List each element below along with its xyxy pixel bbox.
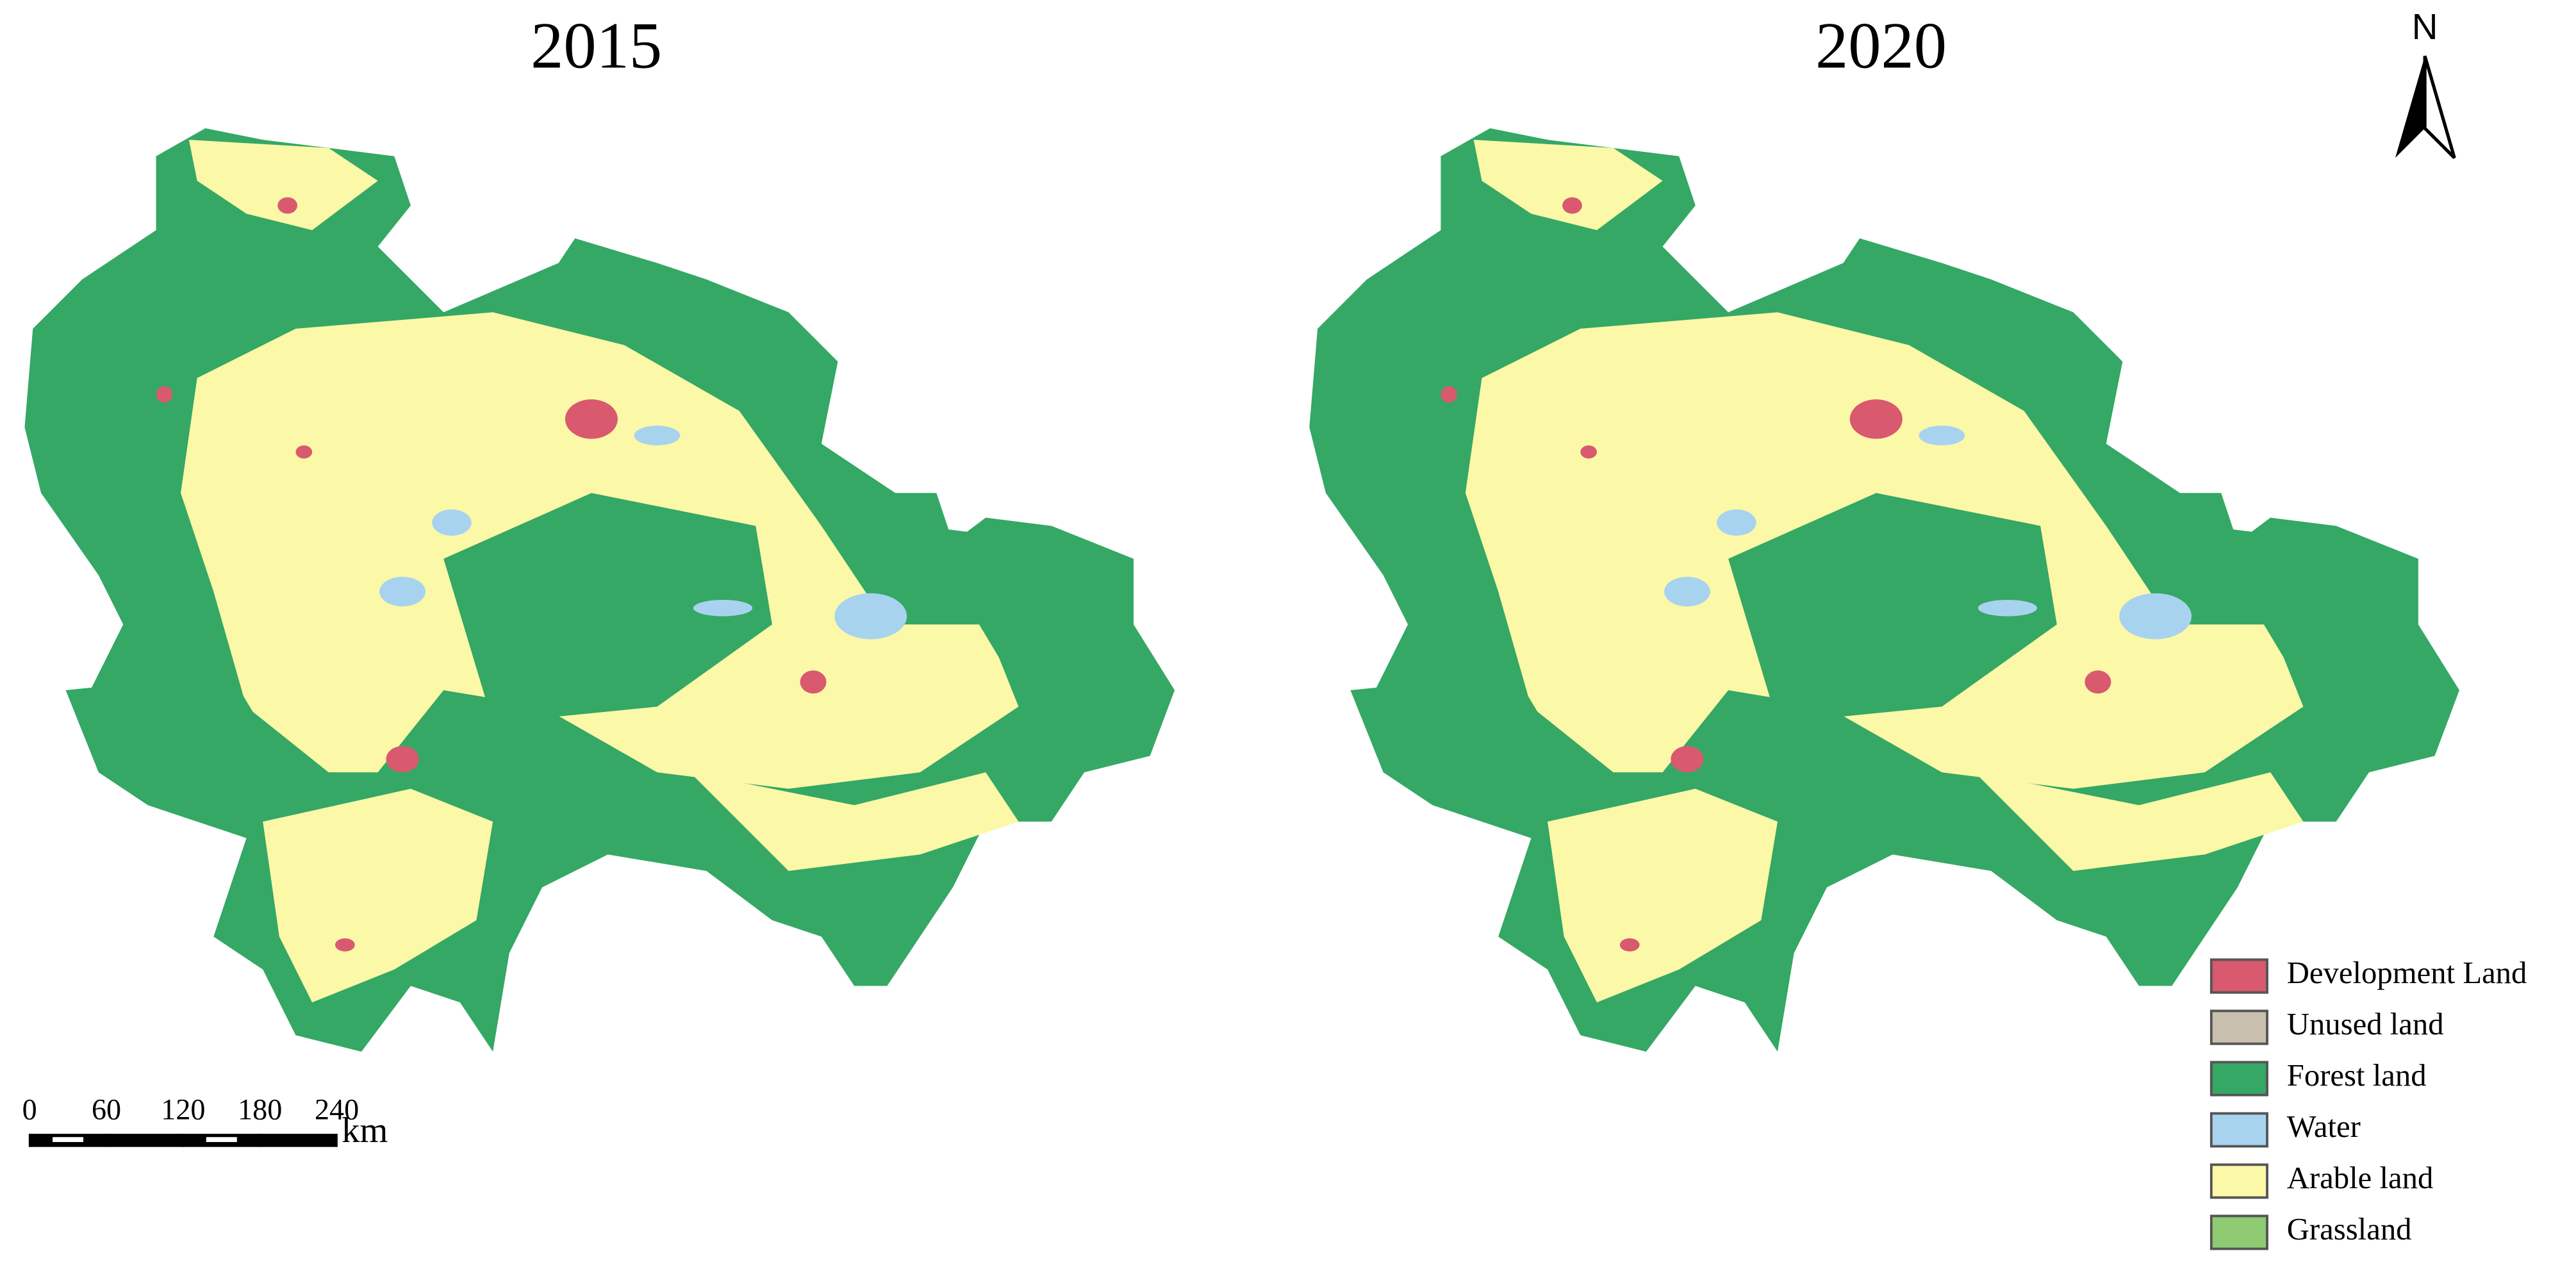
scale-unit: km [342,1111,388,1150]
scale-label: 120 [161,1093,205,1125]
legend-swatch [2209,1061,2268,1097]
scale-label: 180 [238,1093,282,1125]
map-title: 2015 [531,10,662,83]
scale-segment [53,1137,84,1142]
land-use-map [24,128,1175,1052]
legend-swatch [2209,1214,2268,1250]
legend-swatch [2209,958,2268,994]
north-arrow: N [2395,6,2456,160]
scale-label: 60 [92,1093,121,1125]
legend-swatch [2209,1163,2268,1199]
legend-swatch [2209,1112,2268,1148]
land-use-map [1309,128,2459,1052]
legend: Development Land Unused land Forest land Wa… [2209,956,2527,1250]
scale-segment [206,1137,237,1142]
legend-label: Unused land [2287,1007,2444,1041]
scale-label: 240 [315,1093,359,1125]
scale-label: 0 [22,1093,37,1125]
arrow-half [2395,56,2425,158]
legend-label: Development Land [2287,956,2527,990]
legend-label: Forest land [2287,1058,2427,1093]
arrow-half [2423,55,2456,160]
legend-label: Arable land [2287,1161,2434,1195]
map-title: 2020 [1815,10,1947,83]
legend-swatch [2209,1009,2268,1045]
legend-label: Grassland [2287,1212,2412,1246]
legend-label: Water [2287,1109,2361,1144]
north-label: N [2412,6,2438,47]
